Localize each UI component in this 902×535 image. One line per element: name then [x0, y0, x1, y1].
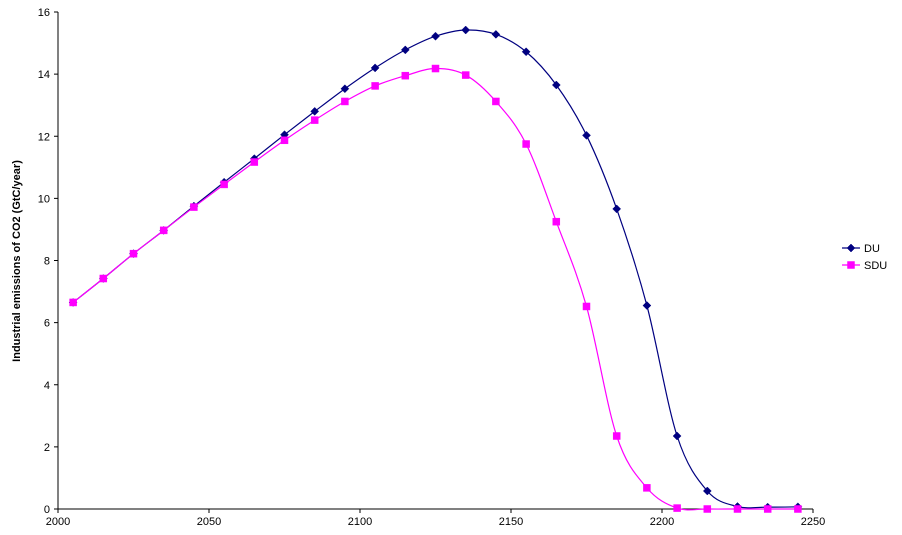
- data-point-sdu: [461, 71, 470, 79]
- data-point-sdu: [552, 217, 561, 226]
- data-point-du: [370, 63, 380, 73]
- data-point-sdu: [522, 140, 530, 148]
- data-point-du: [461, 25, 471, 35]
- series-sdu: [69, 64, 802, 513]
- data-point-du: [702, 486, 712, 496]
- x-tick-label: 2150: [499, 516, 523, 528]
- data-point-sdu: [582, 302, 591, 311]
- data-point-sdu: [159, 226, 168, 235]
- y-axis-label: Industrial emissions of CO2 (GtC/year): [11, 160, 23, 362]
- data-point-du: [340, 84, 350, 94]
- legend-item-du: DU: [842, 243, 880, 255]
- data-point-du: [672, 431, 682, 441]
- data-point-sdu: [280, 136, 289, 145]
- data-point-sdu: [643, 484, 651, 492]
- legend-marker-du: [846, 243, 856, 253]
- data-point-sdu: [341, 97, 349, 106]
- legend: DU SDU: [842, 243, 887, 272]
- axes: 0 2 4 6 8 10 12 14 16 2000 2050 2100 2150 2200 2250: [38, 7, 825, 528]
- legend-label-sdu: SDU: [864, 260, 887, 272]
- data-point-sdu: [99, 274, 108, 283]
- legend-item-sdu: SDU: [842, 260, 887, 272]
- data-point-du: [582, 130, 591, 140]
- y-tick-label: 4: [44, 380, 50, 392]
- data-point-du: [612, 204, 622, 214]
- data-point-sdu: [612, 432, 621, 440]
- y-tick-label: 12: [38, 131, 50, 143]
- series-du: [68, 25, 803, 512]
- y-tick-label: 6: [44, 318, 50, 330]
- y-tick-label: 14: [38, 69, 50, 81]
- data-point-du: [431, 31, 440, 41]
- data-point-sdu: [371, 82, 379, 90]
- y-tick-label: 10: [38, 193, 50, 205]
- x-tick-label: 2000: [46, 516, 70, 528]
- data-point-du: [551, 80, 561, 90]
- x-tick-label: 2050: [197, 516, 221, 528]
- data-point-du: [400, 45, 410, 55]
- data-point-sdu: [703, 505, 712, 513]
- data-point-sdu: [673, 504, 681, 512]
- data-point-du: [521, 47, 531, 57]
- data-point-sdu: [250, 158, 259, 166]
- data-point-sdu: [763, 505, 772, 513]
- y-tick-label: 16: [38, 7, 50, 19]
- data-point-sdu: [69, 298, 77, 307]
- y-tick-label: 0: [44, 504, 50, 516]
- legend-label-du: DU: [864, 243, 880, 255]
- x-tick-label: 2200: [650, 516, 674, 528]
- data-point-sdu: [794, 505, 802, 513]
- y-tick-label: 2: [44, 442, 50, 454]
- data-point-sdu: [129, 249, 138, 258]
- data-point-sdu: [401, 71, 410, 80]
- data-point-sdu: [492, 97, 500, 106]
- data-point-sdu: [220, 180, 228, 189]
- series-layer: [68, 25, 803, 513]
- data-point-du: [310, 107, 320, 116]
- x-tick-label: 2250: [801, 516, 825, 528]
- legend-marker-sdu: [847, 261, 855, 269]
- data-point-sdu: [733, 505, 742, 513]
- data-point-du: [491, 30, 501, 39]
- x-tick-label: 2100: [348, 516, 372, 528]
- series-line-du: [72, 29, 798, 509]
- y-tick-label: 8: [44, 256, 50, 268]
- series-line-sdu: [72, 67, 798, 511]
- data-point-sdu: [190, 203, 198, 211]
- data-point-sdu: [431, 64, 440, 73]
- data-point-sdu: [310, 116, 319, 124]
- data-point-du: [642, 301, 652, 310]
